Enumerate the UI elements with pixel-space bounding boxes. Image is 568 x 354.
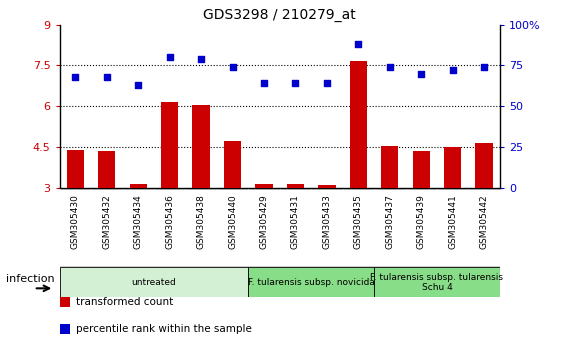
Text: GSM305432: GSM305432: [102, 194, 111, 249]
Text: GSM305441: GSM305441: [448, 194, 457, 249]
Text: GSM305431: GSM305431: [291, 194, 300, 249]
Text: GSM305433: GSM305433: [323, 194, 331, 249]
Bar: [66, 150, 84, 188]
Bar: [130, 183, 147, 188]
Text: GSM305437: GSM305437: [385, 194, 394, 249]
Text: GSM305429: GSM305429: [260, 194, 269, 249]
Text: GSM305438: GSM305438: [197, 194, 206, 249]
Bar: [444, 147, 461, 188]
Bar: [374, 267, 500, 297]
Point: [323, 81, 332, 86]
Point: [102, 74, 111, 80]
Text: GSM305436: GSM305436: [165, 194, 174, 249]
Text: GSM305430: GSM305430: [71, 194, 80, 249]
Text: GSM305440: GSM305440: [228, 194, 237, 249]
Bar: [350, 62, 367, 188]
Text: GSM305435: GSM305435: [354, 194, 363, 249]
Text: GSM305442: GSM305442: [479, 194, 488, 249]
Bar: [475, 143, 493, 188]
Text: untreated: untreated: [132, 278, 176, 287]
Text: percentile rank within the sample: percentile rank within the sample: [76, 324, 252, 334]
Bar: [60, 267, 248, 297]
Text: GSM305439: GSM305439: [417, 194, 426, 249]
Text: transformed count: transformed count: [76, 297, 173, 307]
Bar: [248, 267, 374, 297]
Bar: [161, 102, 178, 188]
Bar: [98, 151, 115, 188]
Bar: [381, 145, 398, 188]
Point: [228, 64, 237, 70]
Point: [291, 81, 300, 86]
Text: F. tularensis subsp. novicida: F. tularensis subsp. novicida: [248, 278, 375, 287]
Point: [165, 55, 174, 60]
Bar: [193, 105, 210, 188]
Point: [385, 64, 394, 70]
Text: F. tularensis subsp. tularensis
Schu 4: F. tularensis subsp. tularensis Schu 4: [370, 273, 503, 292]
Bar: [318, 185, 336, 188]
Bar: [287, 183, 304, 188]
Text: infection: infection: [6, 274, 55, 284]
Bar: [224, 142, 241, 188]
Text: GSM305434: GSM305434: [133, 194, 143, 249]
Point: [417, 71, 426, 76]
Title: GDS3298 / 210279_at: GDS3298 / 210279_at: [203, 8, 356, 22]
Point: [197, 56, 206, 62]
Point: [71, 74, 80, 80]
Point: [479, 64, 488, 70]
Bar: [412, 151, 430, 188]
Point: [448, 68, 457, 73]
Point: [133, 82, 143, 88]
Point: [354, 41, 363, 47]
Bar: [256, 183, 273, 188]
Point: [260, 81, 269, 86]
